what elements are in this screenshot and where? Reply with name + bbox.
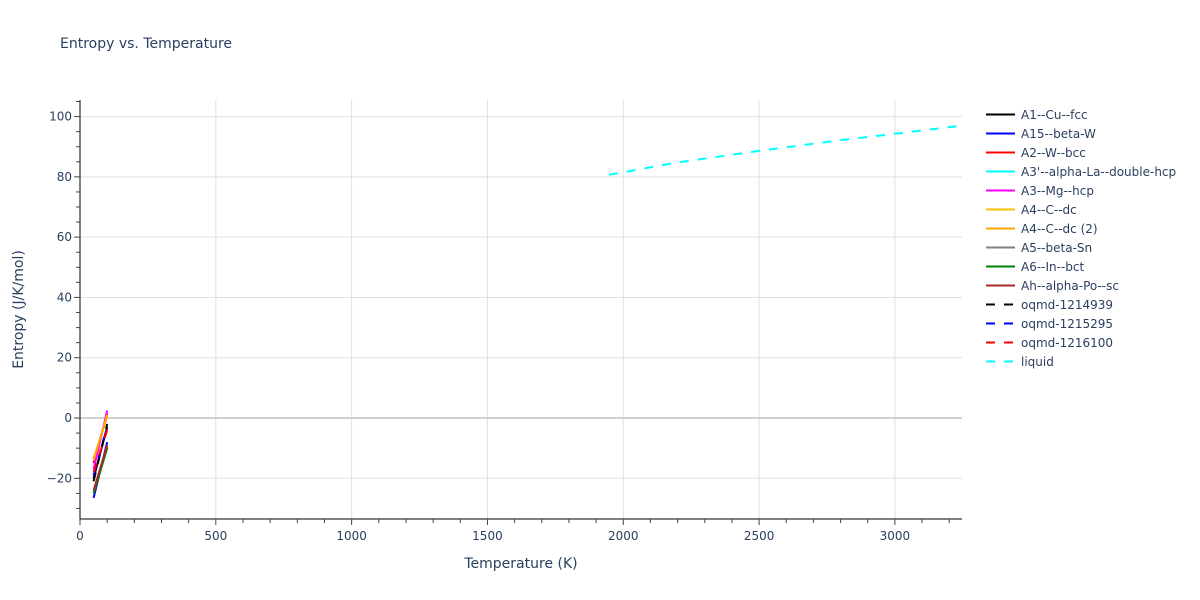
legend-label: A15--beta-W xyxy=(1021,126,1096,141)
chart-title: Entropy vs. Temperature xyxy=(60,36,233,52)
legend-item[interactable]: A15--beta-W xyxy=(985,124,1176,143)
legend-label: A2--W--bcc xyxy=(1021,145,1086,160)
x-tick-label: 500 xyxy=(204,529,227,543)
x-tick-label: 2000 xyxy=(608,529,639,543)
legend-item[interactable]: A4--C--dc xyxy=(985,200,1176,219)
legend-label: liquid xyxy=(1021,354,1054,369)
legend-item[interactable]: A1--Cu--fcc xyxy=(985,105,1176,124)
y-tick-label: 20 xyxy=(57,351,72,365)
x-axis-title: Temperature (K) xyxy=(463,556,577,572)
legend-label: oqmd-1214939 xyxy=(1021,297,1114,312)
legend-swatch-icon xyxy=(986,189,1015,192)
legend-swatch-icon xyxy=(986,303,1015,306)
x-tick-label: 2500 xyxy=(744,529,775,543)
x-tick-label: 3000 xyxy=(880,529,911,543)
legend-swatch-icon xyxy=(986,284,1015,287)
gridlines xyxy=(80,100,962,519)
y-tick-label: 40 xyxy=(57,290,72,304)
legend-label: A1--Cu--fcc xyxy=(1021,107,1088,122)
y-tick-label: 100 xyxy=(49,110,72,124)
series-line-a4-c-dc-2-[interactable] xyxy=(92,416,109,460)
legend-label: oqmd-1215295 xyxy=(1021,316,1114,331)
legend-item[interactable]: oqmd-1214939 xyxy=(985,295,1176,314)
legend-item[interactable]: A2--W--bcc xyxy=(985,143,1176,162)
y-tick-label: 0 xyxy=(64,411,72,425)
y-tick-label: 60 xyxy=(57,230,72,244)
series-lines xyxy=(92,124,963,499)
legend-item[interactable]: Ah--alpha-Po--sc xyxy=(985,276,1176,295)
series-line-oqmd-1216100[interactable] xyxy=(92,429,109,473)
legend-swatch-icon xyxy=(986,246,1015,249)
legend-swatch-icon xyxy=(986,322,1015,325)
legend-swatch-icon xyxy=(986,132,1015,135)
legend-swatch-icon xyxy=(986,113,1015,116)
x-tick-label: 0 xyxy=(76,529,84,543)
x-tick-label: 1500 xyxy=(472,529,503,543)
legend-label: Ah--alpha-Po--sc xyxy=(1021,278,1119,293)
legend-label: A6--In--bct xyxy=(1021,259,1085,274)
legend-swatch-icon xyxy=(986,227,1015,230)
legend-swatch-icon xyxy=(986,208,1015,211)
axes: 0 500 1000 1500 2000 2500 3000 −20 0 20 40 60 80 100 xyxy=(47,100,962,543)
y-tick-label: 80 xyxy=(57,170,72,184)
legend-label: A3--Mg--hcp xyxy=(1021,183,1094,198)
legend-item[interactable]: liquid xyxy=(985,352,1176,371)
legend-item[interactable]: A5--beta-Sn xyxy=(985,238,1176,257)
legend-item[interactable]: A3--Mg--hcp xyxy=(985,181,1176,200)
legend-label: A5--beta-Sn xyxy=(1021,240,1093,255)
legend-swatch-icon xyxy=(986,341,1015,344)
legend-label: A4--C--dc (2) xyxy=(1021,221,1098,236)
chart-legend: A1--Cu--fcc A15--beta-W A2--W--bcc A3'--alp… xyxy=(985,105,1176,371)
legend-swatch-icon xyxy=(986,265,1015,268)
legend-item[interactable]: oqmd-1216100 xyxy=(985,333,1176,352)
legend-label: oqmd-1216100 xyxy=(1021,335,1114,350)
legend-label: A3'--alpha-La--double-hcp xyxy=(1021,164,1177,179)
y-tick-label: −20 xyxy=(47,471,72,485)
legend-swatch-icon xyxy=(986,151,1015,154)
legend-item[interactable]: oqmd-1215295 xyxy=(985,314,1176,333)
series-line-liquid[interactable] xyxy=(608,124,963,176)
legend-item[interactable]: A3'--alpha-La--double-hcp xyxy=(985,162,1176,181)
y-axis-title: Entropy (J/K/mol) xyxy=(11,250,27,369)
legend-swatch-icon xyxy=(986,170,1015,173)
legend-swatch-icon xyxy=(986,360,1015,363)
series-line-ah-alpha-po-sc[interactable] xyxy=(92,444,109,491)
legend-item[interactable]: A6--In--bct xyxy=(985,257,1176,276)
legend-label: A4--C--dc xyxy=(1021,202,1077,217)
x-tick-label: 1000 xyxy=(336,529,367,543)
legend-item[interactable]: A4--C--dc (2) xyxy=(985,219,1176,238)
